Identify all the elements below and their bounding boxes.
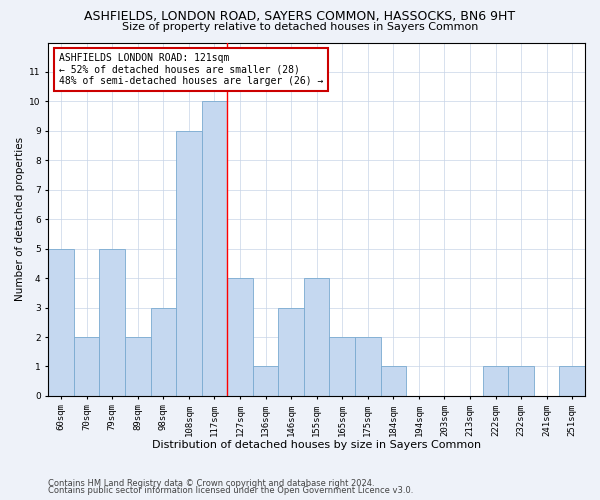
Bar bbox=[74, 337, 100, 396]
Bar bbox=[483, 366, 508, 396]
Bar bbox=[355, 337, 380, 396]
Bar bbox=[508, 366, 534, 396]
Bar bbox=[304, 278, 329, 396]
X-axis label: Distribution of detached houses by size in Sayers Common: Distribution of detached houses by size … bbox=[152, 440, 481, 450]
Bar bbox=[278, 308, 304, 396]
Bar bbox=[125, 337, 151, 396]
Bar bbox=[253, 366, 278, 396]
Bar bbox=[329, 337, 355, 396]
Bar bbox=[202, 102, 227, 396]
Y-axis label: Number of detached properties: Number of detached properties bbox=[15, 137, 25, 302]
Bar bbox=[227, 278, 253, 396]
Bar bbox=[151, 308, 176, 396]
Bar bbox=[176, 131, 202, 396]
Text: Contains public sector information licensed under the Open Government Licence v3: Contains public sector information licen… bbox=[48, 486, 413, 495]
Text: Contains HM Land Registry data © Crown copyright and database right 2024.: Contains HM Land Registry data © Crown c… bbox=[48, 478, 374, 488]
Bar bbox=[100, 248, 125, 396]
Bar bbox=[380, 366, 406, 396]
Bar bbox=[559, 366, 585, 396]
Bar bbox=[49, 248, 74, 396]
Text: ASHFIELDS, LONDON ROAD, SAYERS COMMON, HASSOCKS, BN6 9HT: ASHFIELDS, LONDON ROAD, SAYERS COMMON, H… bbox=[85, 10, 515, 23]
Text: ASHFIELDS LONDON ROAD: 121sqm
← 52% of detached houses are smaller (28)
48% of s: ASHFIELDS LONDON ROAD: 121sqm ← 52% of d… bbox=[59, 53, 323, 86]
Text: Size of property relative to detached houses in Sayers Common: Size of property relative to detached ho… bbox=[122, 22, 478, 32]
